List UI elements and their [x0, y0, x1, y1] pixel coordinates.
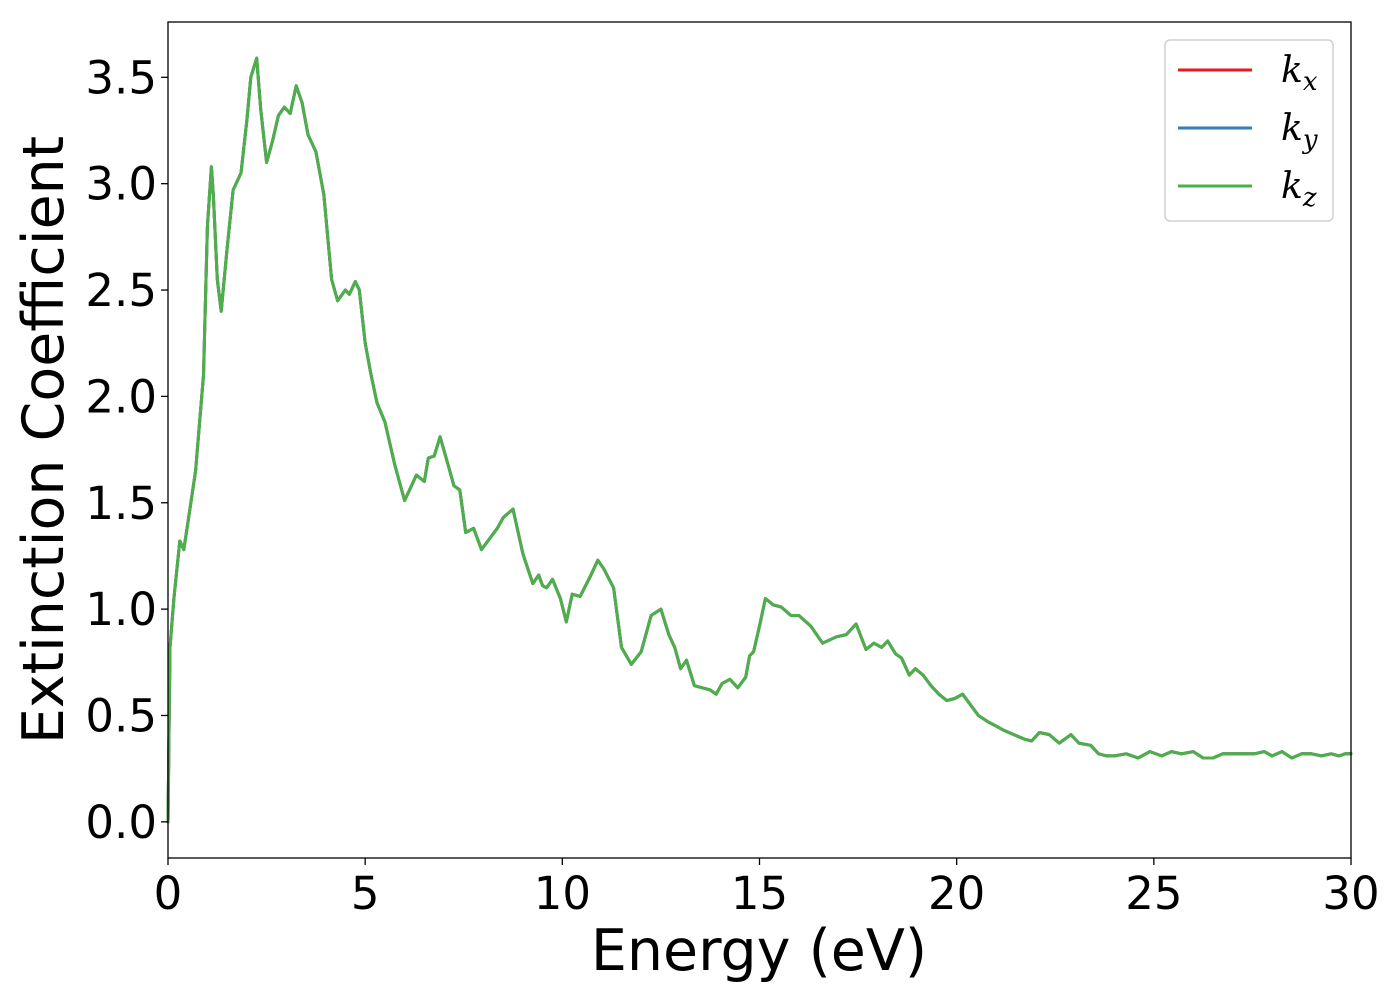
y-tick-label: 0.0 — [85, 796, 157, 849]
y-axis: 0.0 0.5 1.0 1.5 2.0 2.5 3.0 3.5 — [85, 51, 168, 849]
x-axis-label: Energy (eV) — [591, 918, 927, 984]
legend-label-kx: kx — [1281, 50, 1318, 97]
y-tick-label: 1.5 — [85, 477, 157, 530]
legend-label-base: k — [1281, 108, 1303, 149]
y-tick-label: 1.0 — [85, 583, 157, 636]
legend-label-subscript: z — [1302, 183, 1317, 213]
x-tick-label: 25 — [1125, 867, 1182, 920]
legend-label-ky: ky — [1281, 108, 1318, 155]
legend-label-kz: kz — [1281, 166, 1317, 213]
y-axis-label: Extinction Coefficient — [11, 136, 77, 744]
y-tick-label: 2.5 — [85, 264, 157, 317]
y-tick-label: 0.5 — [85, 689, 157, 742]
x-tick-label: 15 — [731, 867, 788, 920]
legend-label-subscript: x — [1303, 67, 1318, 97]
legend-label-base: k — [1281, 50, 1303, 91]
x-axis: 0 5 10 15 20 25 30 — [154, 858, 1380, 920]
legend-label-base: k — [1281, 166, 1303, 207]
y-tick-label: 3.0 — [85, 158, 157, 211]
y-tick-label: 3.5 — [85, 51, 157, 104]
series-layer — [166, 56, 1353, 824]
legend-label-subscript: y — [1302, 125, 1318, 155]
x-tick-label: 10 — [534, 867, 591, 920]
y-tick-label: 2.0 — [85, 370, 157, 423]
x-tick-label: 20 — [928, 867, 985, 920]
plot-area — [168, 22, 1351, 858]
x-tick-label: 30 — [1322, 867, 1379, 920]
x-tick-label: 0 — [154, 867, 183, 920]
x-tick-label: 5 — [351, 867, 380, 920]
series-line-kz — [166, 56, 1353, 824]
legend-box — [1164, 39, 1334, 222]
